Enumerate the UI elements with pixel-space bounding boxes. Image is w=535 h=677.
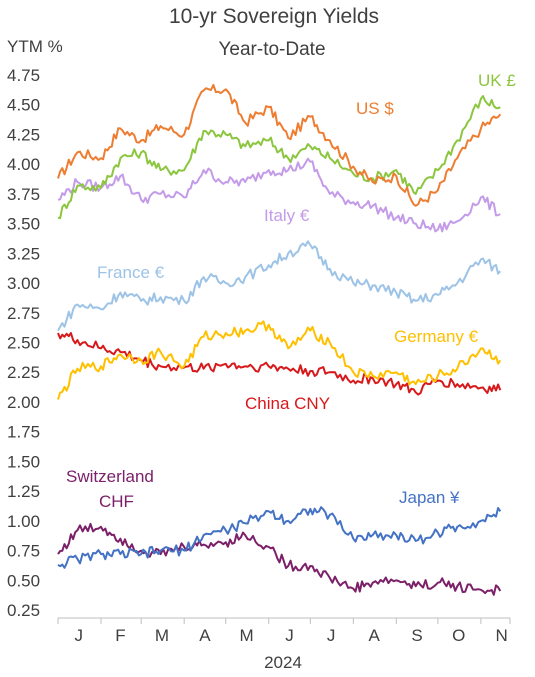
y-tick-label: 4.25 <box>7 125 40 144</box>
series-labels: UK £ US $ Italy € France € Germany € China CN… <box>66 71 516 511</box>
y-axis-label: YTM % <box>7 37 63 56</box>
x-axis-label: 2024 <box>264 653 302 672</box>
y-tick-label: 3.75 <box>7 185 40 204</box>
x-tick-label: F <box>115 626 125 645</box>
series-label: Italy € <box>264 206 310 225</box>
y-tick-label: 4.50 <box>7 96 40 115</box>
y-axis-ticks: 4.75 4.50 4.25 4.00 3.75 3.50 3.25 3.00 2.75 2.50… <box>7 66 40 620</box>
series-label: CHF <box>99 492 134 511</box>
series-label: France € <box>97 263 165 282</box>
series-line-uk <box>57 95 501 220</box>
x-tick-label: J <box>75 626 84 645</box>
x-tick-label: J <box>327 626 336 645</box>
series-line-italy <box>57 157 501 233</box>
y-tick-label: 0.50 <box>7 571 40 590</box>
series-line-switzerland-chf <box>57 522 502 596</box>
series-line-japan <box>57 506 502 569</box>
x-tick-label: N <box>496 626 508 645</box>
series-label: US $ <box>356 99 394 118</box>
y-tick-label: 2.50 <box>7 334 40 353</box>
y-tick-label: 4.75 <box>7 66 40 85</box>
x-tick-label: O <box>452 626 465 645</box>
x-tick-label: A <box>199 626 211 645</box>
series-line-germany <box>57 320 502 400</box>
y-tick-label: 0.75 <box>7 542 40 561</box>
x-tick-label: J <box>285 626 294 645</box>
x-tick-label: M <box>239 626 253 645</box>
series-label: Japan ¥ <box>399 488 460 507</box>
y-tick-label: 0.25 <box>7 601 40 620</box>
x-tick-label: A <box>368 626 380 645</box>
chart-subtitle: Year-to-Date <box>218 39 325 60</box>
y-tick-label: 2.25 <box>7 363 40 382</box>
series-label: UK £ <box>478 71 516 90</box>
series-lines <box>57 83 502 596</box>
series-label: Germany € <box>394 327 479 346</box>
y-tick-label: 2.75 <box>7 304 40 323</box>
series-label: China CNY <box>245 394 330 413</box>
series-label: Switzerland <box>66 467 154 486</box>
series-line-us <box>57 83 502 207</box>
chart-title: 10-yr Sovereign Yields <box>169 5 379 28</box>
x-tick-label: M <box>155 626 169 645</box>
y-tick-label: 3.50 <box>7 215 40 234</box>
y-tick-label: 3.00 <box>7 274 40 293</box>
y-tick-label: 1.50 <box>7 452 40 471</box>
y-tick-label: 3.25 <box>7 244 40 263</box>
y-tick-label: 2.00 <box>7 393 40 412</box>
y-tick-label: 1.00 <box>7 512 40 531</box>
x-tick-label: S <box>411 626 422 645</box>
series-line-france <box>57 240 502 332</box>
y-tick-label: 1.75 <box>7 423 40 442</box>
y-tick-label: 4.00 <box>7 155 40 174</box>
y-tick-label: 1.25 <box>7 482 40 501</box>
